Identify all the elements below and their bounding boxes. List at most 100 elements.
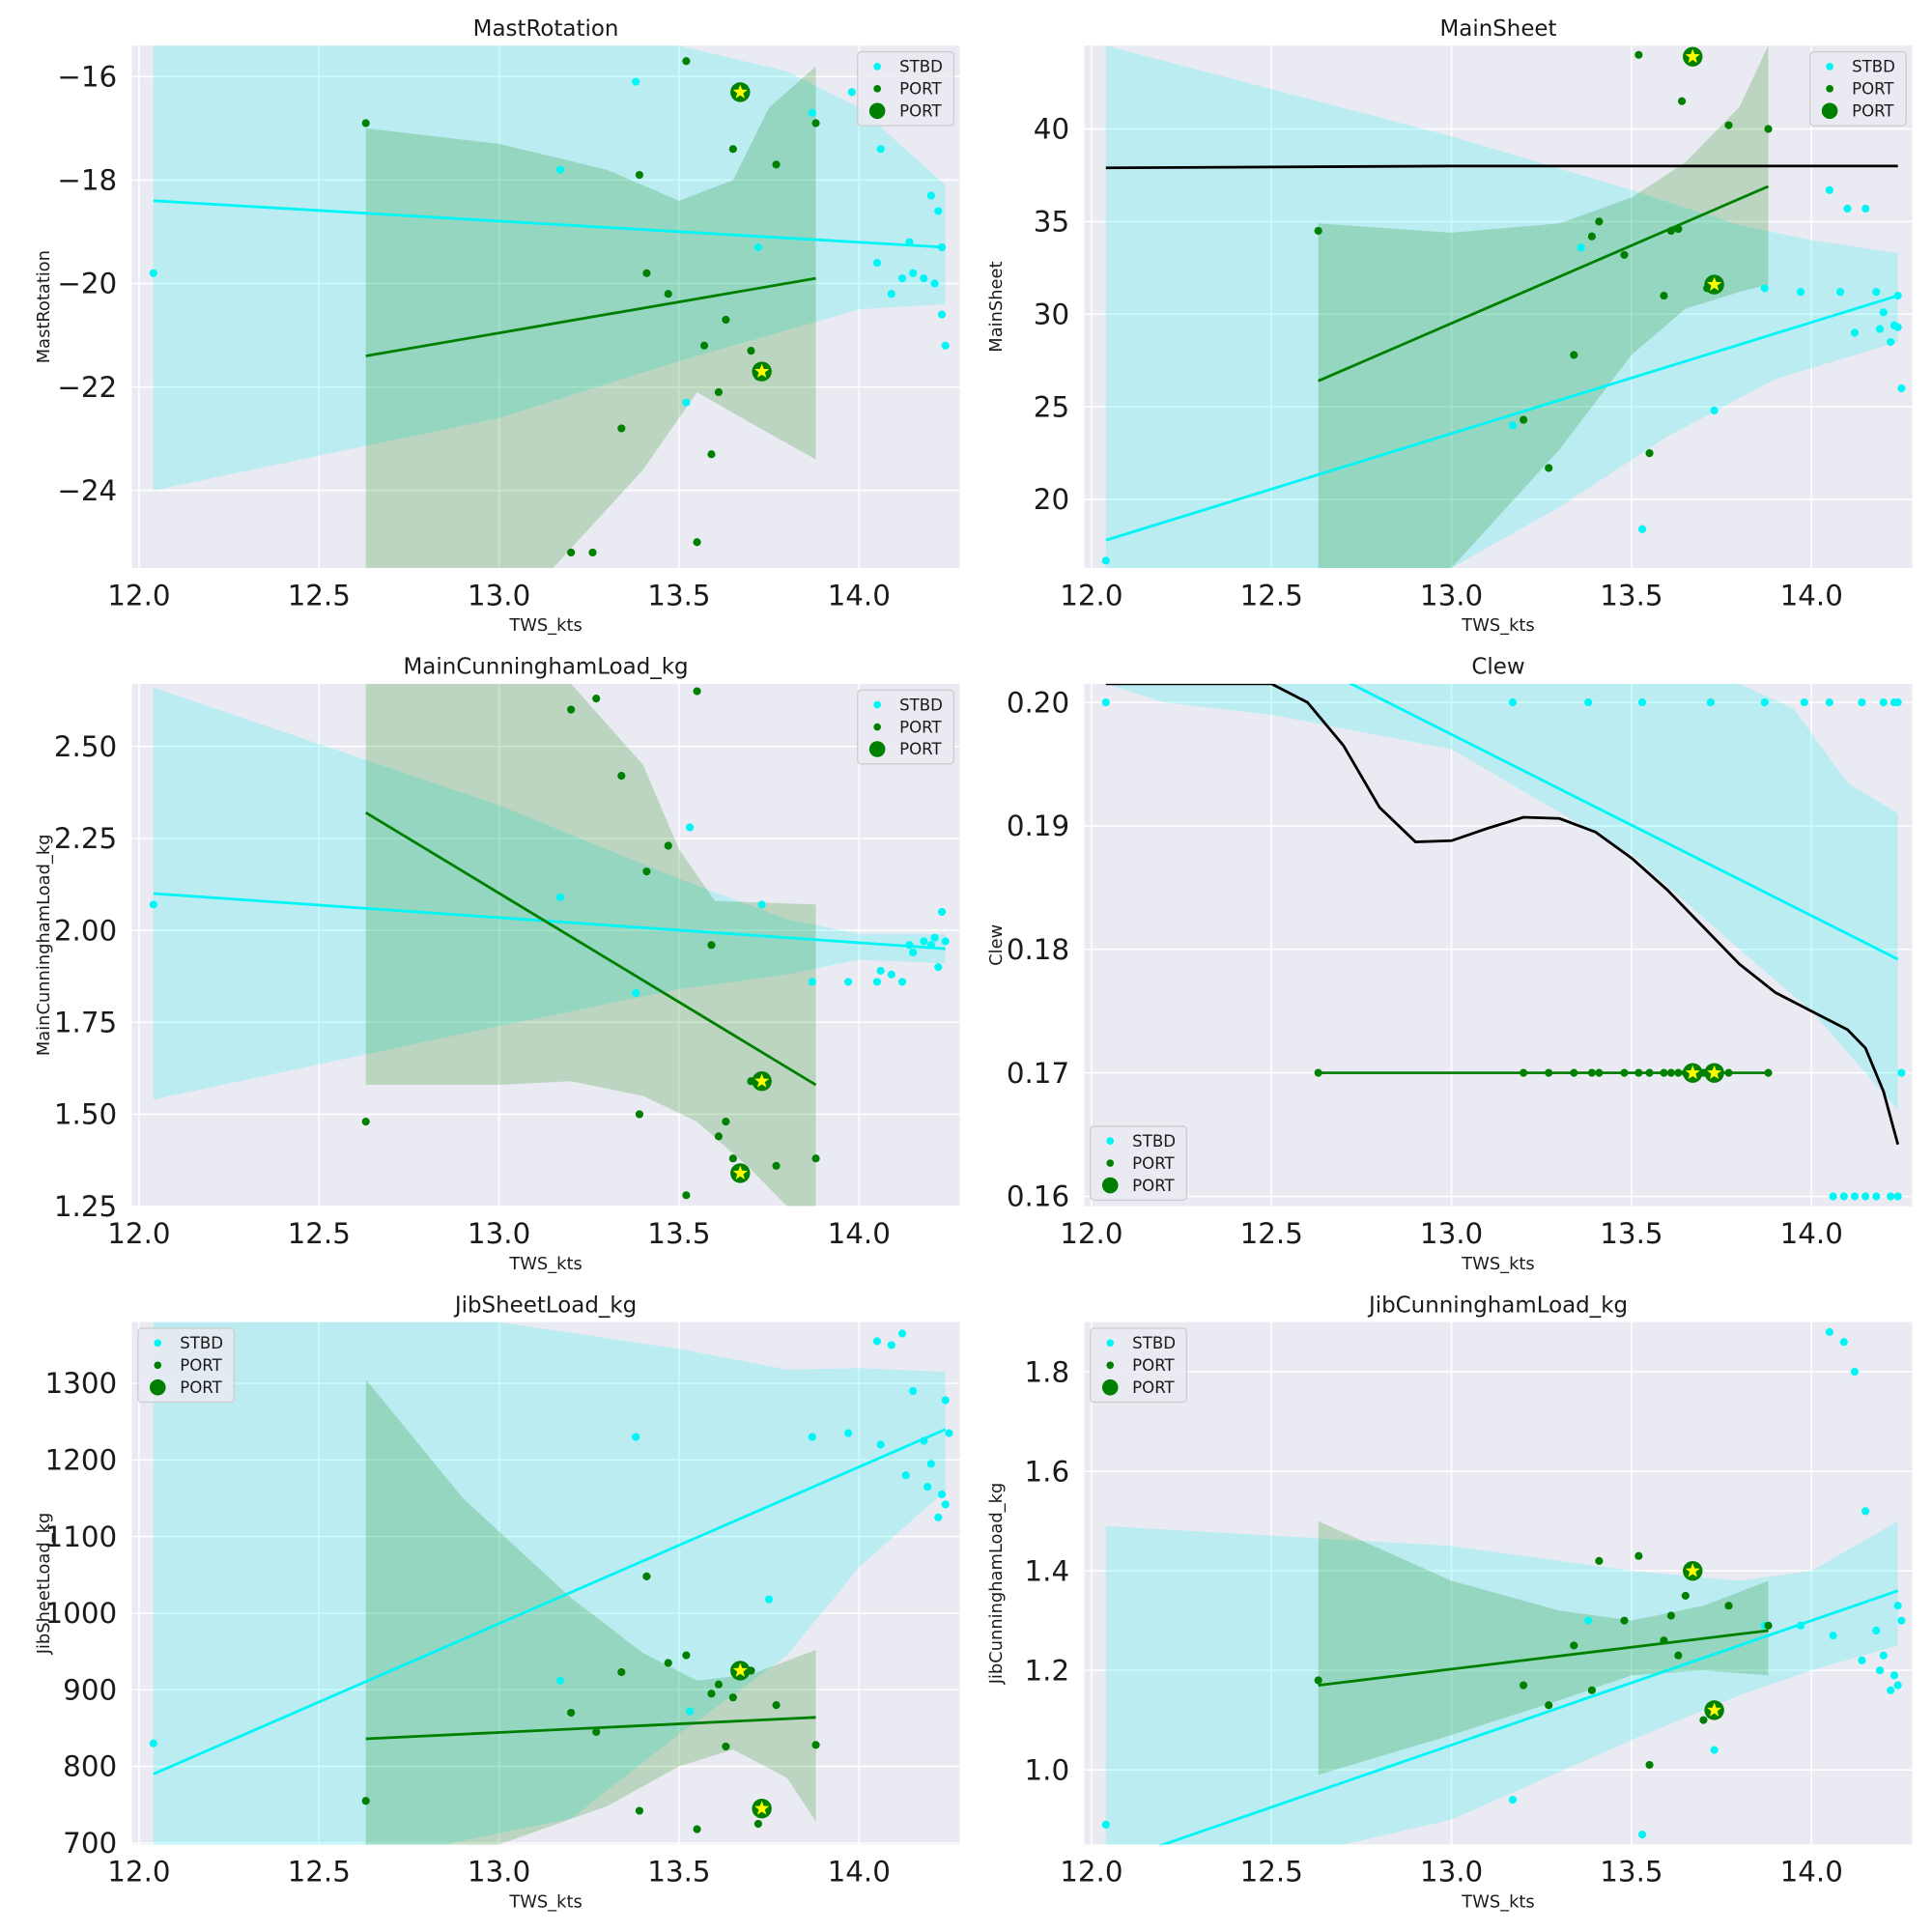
stbd-point	[909, 1386, 918, 1396]
stbd-point	[1893, 1192, 1902, 1201]
highlight-star	[754, 363, 770, 378]
legend-label: PORT	[1132, 1154, 1175, 1173]
stbd-point	[808, 978, 816, 986]
stbd-point	[757, 900, 766, 909]
stbd-point	[941, 1500, 950, 1509]
y-tick-label: −16	[57, 61, 117, 94]
highlight-star	[1685, 1563, 1700, 1577]
legend-label: STBD	[1132, 1334, 1176, 1352]
plot-content	[149, 683, 950, 1207]
stbd-point	[1825, 1327, 1833, 1337]
legend-label: STBD	[1852, 58, 1895, 76]
port-point	[1764, 125, 1773, 133]
port-point	[617, 1667, 626, 1677]
stbd-point	[1101, 698, 1110, 707]
stbd-point	[1101, 1820, 1110, 1829]
port-point	[1666, 1611, 1675, 1620]
port-point	[567, 548, 576, 557]
highlight-star	[754, 1801, 770, 1815]
stbd-point	[937, 907, 947, 917]
legend-marker	[154, 1361, 162, 1370]
chart-panel-4: 12.0 12.5 13.0 13.5 14.0 0.16 0.17 0.18 0.19 0.20…	[986, 655, 1913, 1274]
stbd-point	[872, 259, 881, 268]
y-tick-label: 25	[1034, 390, 1069, 423]
port-point	[1660, 292, 1668, 300]
stbd-point	[920, 937, 928, 946]
port-point	[642, 1572, 651, 1580]
stbd-point	[1887, 1192, 1895, 1201]
x-tick-label: 12.0	[107, 1856, 170, 1889]
port-point	[1570, 1641, 1578, 1650]
stbd-point	[844, 1429, 853, 1437]
stbd-point	[1861, 204, 1870, 213]
stbd-point	[934, 1513, 943, 1521]
stbd-point	[1897, 1616, 1906, 1625]
port-point	[722, 315, 730, 325]
stbd-regression-line	[1105, 294, 1899, 542]
stbd-point	[1584, 698, 1593, 707]
legend-marker	[868, 741, 886, 757]
plot-area	[131, 45, 960, 569]
legend-label: PORT	[899, 740, 942, 758]
x-tick-label: 12.5	[288, 579, 351, 611]
port-point	[714, 387, 724, 397]
stbd-point	[887, 290, 895, 298]
chart-title: MainCunninghamLoad_kg	[403, 655, 688, 680]
port-point	[1674, 1651, 1683, 1660]
stbd-point	[844, 978, 853, 986]
port-point	[1699, 1716, 1708, 1724]
chart-title: Clew	[1471, 655, 1524, 680]
port-point	[811, 1154, 820, 1163]
stbd-point	[1879, 308, 1888, 317]
legend-marker	[1106, 1361, 1115, 1370]
plot-content	[149, 1321, 953, 1845]
stbd-point	[149, 900, 157, 909]
fit-curve	[1105, 164, 1898, 170]
stbd-point	[1879, 698, 1888, 707]
stbd-point	[876, 966, 885, 976]
y-tick-label: 2.00	[54, 914, 117, 947]
stbd-point	[1861, 1192, 1870, 1201]
port-regression-line	[365, 276, 816, 357]
stbd-confidence-band	[153, 45, 946, 491]
legend-marker	[1101, 1177, 1119, 1194]
x-tick-label: 13.0	[468, 1856, 530, 1889]
stbd-point	[1875, 325, 1885, 333]
y-tick-label: 30	[1034, 298, 1069, 330]
port-point	[714, 1132, 724, 1141]
port-point	[1587, 1686, 1596, 1694]
stbd-regression-line	[1348, 683, 1899, 961]
port-point	[1681, 1591, 1690, 1600]
port-point	[1587, 232, 1596, 241]
stbd-point	[1839, 1338, 1848, 1347]
stbd-point	[1861, 1507, 1870, 1516]
y-tick-label: 1.50	[54, 1098, 117, 1131]
port-point	[772, 1161, 781, 1170]
port-point	[728, 145, 737, 154]
stbd-point	[1843, 204, 1852, 213]
y-tick-label: 1.8	[1024, 1355, 1069, 1388]
port-point	[707, 1690, 716, 1698]
chart-panel-2: 12.0 12.5 13.0 13.5 14.0 20 25 30 35 40 MainSheet T…	[986, 16, 1913, 636]
legend-marker	[873, 63, 881, 71]
legend-marker	[873, 700, 881, 709]
stbd-point	[1872, 288, 1881, 297]
port-point	[1314, 1676, 1322, 1685]
x-axis-label: TWS_kts	[1461, 1891, 1534, 1912]
stbd-regression-line	[153, 199, 946, 249]
y-tick-label: 0.18	[1007, 933, 1069, 966]
stbd-point	[926, 191, 935, 200]
legend-label: PORT	[899, 102, 942, 121]
y-tick-label: 1200	[45, 1444, 118, 1477]
stbd-confidence-band	[1105, 1520, 1898, 1845]
stbd-point	[1638, 698, 1647, 707]
port-point	[728, 1693, 737, 1702]
legend: STBD PORT PORT	[1090, 1125, 1187, 1201]
stbd-point	[1508, 698, 1518, 707]
y-axis-label: JibSheetLoad_kg	[34, 1513, 54, 1656]
x-axis-label: TWS_kts	[508, 615, 582, 636]
x-tick-label: 13.5	[647, 579, 710, 611]
stbd-point	[686, 823, 695, 832]
x-tick-label: 12.0	[1060, 579, 1122, 611]
